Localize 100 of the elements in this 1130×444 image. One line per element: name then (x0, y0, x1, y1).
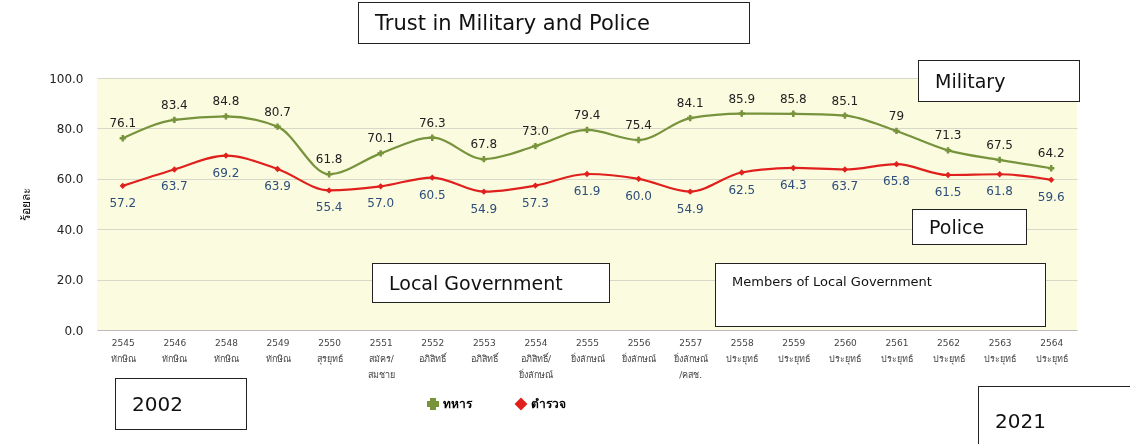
data-label: 54.9 (470, 201, 498, 216)
y-tick-label: 100.0 (49, 71, 84, 86)
data-label: 84.1 (676, 96, 704, 111)
data-label: 79.4 (573, 107, 601, 122)
text-box: 2021 (978, 386, 1130, 444)
data-label: 57.0 (367, 196, 395, 211)
point (635, 175, 642, 182)
point (325, 187, 333, 194)
data-label: 60.5 (418, 187, 446, 202)
x-tick-label: 2558 ประยุทธ์ (726, 337, 759, 365)
point (377, 183, 384, 190)
data-label: 60.0 (625, 188, 652, 203)
point (687, 188, 694, 195)
x-tick-label: 2556 ยิ่งลักษณ์ (622, 337, 657, 364)
data-label: 61.8 (986, 184, 1013, 199)
data-label: 55.4 (315, 200, 343, 215)
point (790, 110, 797, 117)
point (532, 182, 539, 189)
point (274, 123, 281, 130)
data-label: 61.5 (934, 185, 962, 200)
x-tick-label: 2561 ประยุทธ์ (880, 337, 913, 365)
point (944, 147, 952, 154)
x-tick-label: 2563 ประยุทธ์ (984, 337, 1017, 365)
x-tick-label: 2545 ทักษิณ (110, 337, 136, 364)
point (841, 166, 849, 173)
x-tick-label: 2553 อภิสิทธิ์ (470, 337, 500, 364)
point (893, 161, 900, 168)
y-tick-label: 0.0 (64, 323, 84, 338)
point (635, 136, 642, 144)
data-label: 67.5 (986, 137, 1013, 152)
x-tick-label: 2562 ประยุทธ์ (932, 337, 965, 365)
point (222, 113, 230, 120)
text-box: Local Government (372, 263, 610, 303)
point (738, 110, 745, 117)
data-label: 67.8 (470, 137, 498, 152)
point (274, 165, 281, 173)
text-box: Military (918, 60, 1080, 102)
x-tick-label: 2548 ทักษิณ (213, 337, 239, 364)
point (429, 174, 436, 181)
point (480, 188, 487, 195)
legend-label: ทหาร (443, 397, 473, 411)
x-tick-label: 2554 อภิสิทธิ์/ ยิ่งลักษณ์ (518, 337, 553, 380)
legend-label: ตำรวจ (531, 397, 566, 411)
data-label: 83.4 (161, 97, 188, 112)
data-label: 69.2 (212, 165, 240, 180)
point (377, 150, 384, 157)
point (171, 166, 178, 173)
x-tick-label: 2546 ทักษิณ (162, 337, 188, 364)
data-label: 85.8 (779, 91, 807, 106)
data-label: 65.8 (883, 174, 910, 189)
data-label: 63.9 (264, 178, 291, 193)
y-axis-title: ร้อยละ (19, 188, 34, 221)
point (996, 156, 1003, 164)
data-label: 76.1 (109, 116, 137, 131)
x-tick-label: 2551 สมัคร/ สมชาย (367, 337, 395, 380)
x-tick-label: 2559 ประยุทธ์ (777, 337, 810, 365)
data-label: 62.5 (728, 182, 756, 197)
data-label: 84.8 (212, 94, 240, 109)
data-label: 61.8 (315, 152, 343, 167)
data-label: 85.1 (831, 93, 859, 108)
data-label: 63.7 (161, 179, 188, 194)
data-label: 79 (888, 108, 905, 123)
x-tick-label: 2549 ทักษิณ (265, 337, 291, 364)
x-tick-label: 2552 อภิสิทธิ์ (419, 337, 449, 364)
x-tick-label: 2564 ประยุทธ์ (1035, 337, 1068, 365)
y-tick-label: 20.0 (56, 273, 84, 288)
x-tick-label: 2557 ยิ่งลักษณ์ /คสช. (673, 337, 708, 380)
point (738, 169, 745, 176)
point (893, 127, 900, 135)
text-box: Trust in Military and Police (358, 2, 750, 44)
data-label: 64.3 (779, 177, 807, 192)
text-box: Members of Local Government (715, 263, 1046, 327)
data-label: 61.9 (573, 184, 601, 199)
data-label: 59.6 (1037, 189, 1065, 204)
y-tick-label: 60.0 (56, 172, 84, 187)
data-label: 70.1 (367, 131, 395, 146)
data-label: 57.2 (109, 195, 137, 210)
point (429, 134, 436, 141)
point (532, 142, 539, 150)
point (222, 152, 230, 159)
data-label: 75.4 (625, 117, 652, 132)
data-label: 54.9 (676, 201, 704, 216)
x-tick-label: 2560 ประยุทธ์ (829, 337, 862, 365)
data-label: 85.9 (728, 91, 756, 106)
data-label: 80.7 (264, 104, 291, 119)
x-tick-label: 2550 สุรยุทธ์ (316, 337, 343, 365)
point (583, 170, 591, 178)
x-tick-label: 2555 ยิ่งลักษณ์ (570, 337, 605, 364)
point (171, 116, 178, 123)
point (790, 164, 797, 172)
point (119, 182, 126, 190)
data-label: 71.3 (934, 128, 962, 143)
y-tick-label: 40.0 (56, 222, 84, 237)
data-label: 64.2 (1037, 146, 1065, 161)
data-label: 63.7 (831, 179, 859, 194)
point (996, 171, 1003, 178)
data-label: 73.0 (522, 124, 549, 139)
text-box: 2002 (115, 378, 247, 430)
point (325, 171, 333, 178)
point (1048, 176, 1055, 183)
